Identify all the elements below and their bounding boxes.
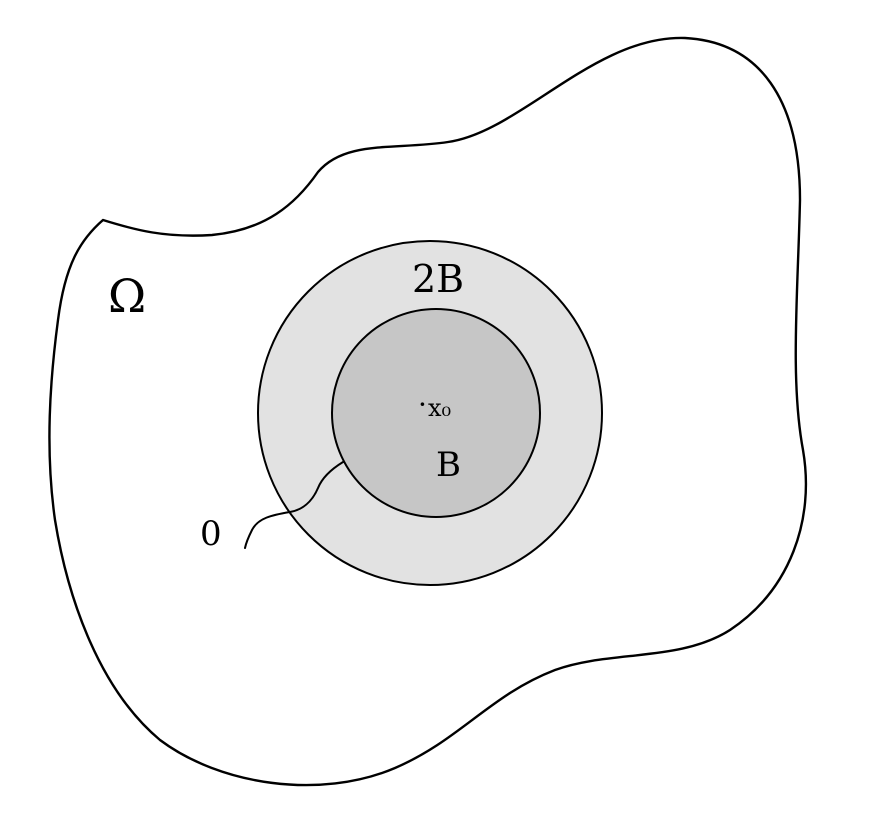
outer-ball-label: 2B xyxy=(412,257,464,301)
connecting-curve xyxy=(244,461,344,549)
curve-end-label: 0 xyxy=(200,514,222,554)
domain-label: Ω xyxy=(108,269,146,323)
center-dot: · xyxy=(418,388,427,421)
inner-ball-label: B xyxy=(436,445,461,485)
inner-ball-b xyxy=(331,308,541,518)
center-label: x₀ xyxy=(428,394,451,422)
